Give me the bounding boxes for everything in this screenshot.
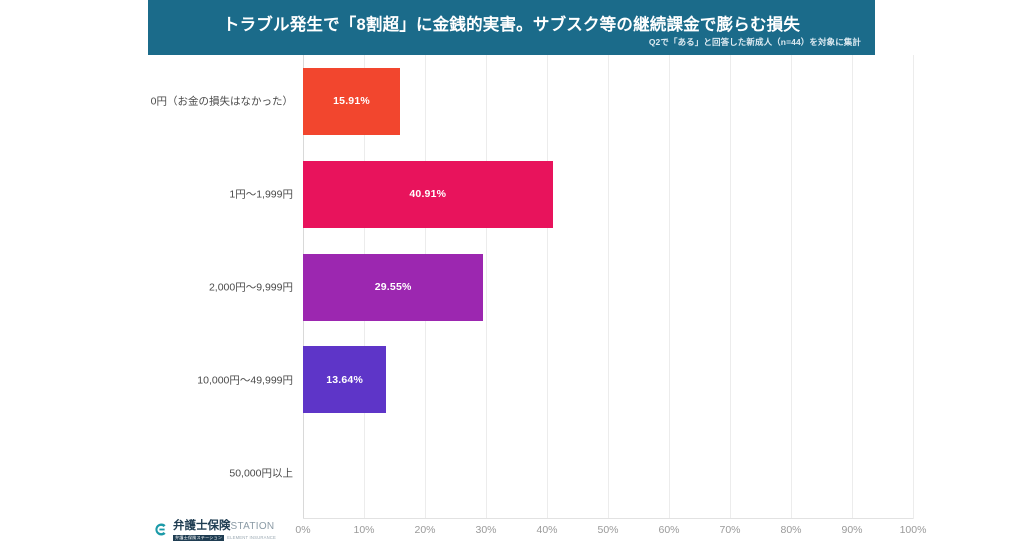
bar-row[interactable]: 40.91% <box>303 160 913 228</box>
gridline-100% <box>913 55 914 519</box>
x-tick-label: 20% <box>414 524 436 536</box>
gridline-30% <box>486 55 487 519</box>
bar[interactable] <box>303 67 401 135</box>
gridline-70% <box>730 55 731 519</box>
bar[interactable] <box>303 253 484 321</box>
logo-badge: 弁護士保険ステーション <box>173 534 225 542</box>
category-label: 0円（お金の損失はなかった） <box>150 95 293 108</box>
bar-chart: 0円（お金の損失はなかった） 1円〜1,999円 2,000円〜9,999円 10,0… <box>0 55 1024 549</box>
x-tick-label: 80% <box>780 524 802 536</box>
bar-row[interactable] <box>303 439 913 506</box>
x-tick-label: 10% <box>353 524 375 536</box>
x-tick-label: 90% <box>841 524 863 536</box>
bar-value-label: 15.91% <box>333 95 370 108</box>
bar-row[interactable]: 15.91% <box>303 67 913 135</box>
bar[interactable] <box>303 160 553 228</box>
category-label: 2,000円〜9,999円 <box>208 281 293 294</box>
bar-value-label: 40.91% <box>409 188 447 201</box>
bar[interactable] <box>303 346 387 414</box>
x-tick-label: 30% <box>475 524 497 536</box>
header-banner: トラブル発生で「8割超」に金銭的実害。サブスク等の継続課金で膨らむ損失 Q2で「… <box>148 0 875 55</box>
x-tick-label: 0% <box>295 524 311 536</box>
category-axis: 0円（お金の損失はなかった） 1円〜1,999円 2,000円〜9,999円 10,0… <box>0 55 303 519</box>
x-axis-baseline <box>303 518 913 519</box>
x-tick-label: 60% <box>658 524 680 536</box>
logo-text: 弁護士保険STATION 弁護士保険ステーション ELEMENT INSURAN… <box>173 517 277 542</box>
gridline-60% <box>669 55 670 519</box>
bar-row[interactable]: 13.64% <box>303 346 913 414</box>
x-tick-label: 100% <box>899 524 927 536</box>
gridline-40% <box>547 55 548 519</box>
banner-subtitle: Q2で「ある」と回答した新成人（n=44）を対象に集計 <box>648 37 861 47</box>
gridline-90% <box>852 55 853 519</box>
banner-title: トラブル発生で「8割超」に金銭的実害。サブスク等の継続課金で膨らむ損失 <box>222 16 801 34</box>
category-label: 50,000円以上 <box>229 467 293 480</box>
bar-row[interactable]: 29.55% <box>303 253 913 321</box>
bar-value-label: 13.64% <box>326 373 363 386</box>
logo-station-text: STATION <box>230 520 275 532</box>
bar-value-label: 29.55% <box>374 281 412 293</box>
gridline-80% <box>791 55 792 519</box>
logo-sub-en: ELEMENT INSURANCE <box>227 534 277 540</box>
logo-sub-row: 弁護士保険ステーション ELEMENT INSURANCE <box>173 534 277 542</box>
brand-logo: 弁護士保険STATION 弁護士保険ステーション ELEMENT INSURAN… <box>152 516 277 542</box>
plot-area: 0% 10% 20% 30% 40% 50% 60% 70% 80% 90% 100% 15.91% 4… <box>295 55 926 536</box>
x-tick-label: 70% <box>719 524 741 536</box>
category-label: 1円〜1,999円 <box>229 188 293 201</box>
x-tick-label: 50% <box>597 524 619 536</box>
x-tick-label: 40% <box>536 524 558 536</box>
category-label: 10,000円〜49,999円 <box>197 374 293 387</box>
logo-main-text: 弁護士保険 <box>173 519 231 532</box>
gridline-50% <box>608 55 609 519</box>
logo-c-icon <box>152 521 169 538</box>
